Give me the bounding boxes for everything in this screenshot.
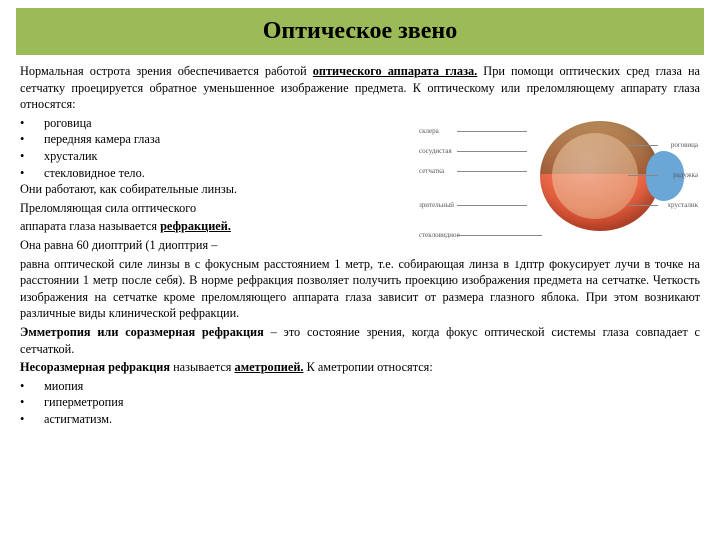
r3b: рефракцией. bbox=[160, 219, 231, 233]
bullet-dot: • bbox=[20, 131, 44, 148]
bullet-2-text: передняя камера глаза bbox=[44, 131, 160, 148]
dlabel-3: сетчатка bbox=[419, 167, 444, 176]
dline bbox=[628, 145, 658, 146]
c2-text: гиперметропия bbox=[44, 394, 124, 411]
eye-diagram: склера сосудистая сетчатка зрительный ст… bbox=[415, 111, 700, 261]
eye-shape bbox=[540, 121, 670, 241]
nes-d: К аметропии относятся: bbox=[304, 360, 433, 374]
slide-content: Нормальная острота зрения обеспечивается… bbox=[0, 63, 720, 427]
top-block: Нормальная острота зрения обеспечивается… bbox=[20, 63, 700, 254]
nes-paragraph: Несоразмерная рефракция называется аметр… bbox=[20, 359, 700, 376]
intro-bold: оптического аппарата глаза. bbox=[313, 64, 477, 78]
dline bbox=[457, 235, 542, 236]
c1-text: миопия bbox=[44, 378, 83, 395]
dlabel-4: роговица bbox=[671, 141, 698, 150]
nes-b: называется bbox=[170, 360, 235, 374]
bullet-c1: •миопия bbox=[20, 378, 700, 395]
nes-c: аметропией. bbox=[235, 360, 304, 374]
dline bbox=[457, 171, 527, 172]
slide-title: Оптическое звено bbox=[263, 18, 458, 44]
bullet-dot: • bbox=[20, 115, 44, 132]
bullet-3-text: хрусталик bbox=[44, 148, 98, 165]
bullet-4-text: стекловидное тело. bbox=[44, 165, 145, 182]
bullet-dot: • bbox=[20, 378, 44, 395]
bullet-c3: •астигматизм. bbox=[20, 411, 700, 428]
dlabel-5: радужка bbox=[673, 171, 698, 180]
intro-paragraph: Нормальная острота зрения обеспечивается… bbox=[20, 63, 700, 113]
intro-text: Нормальная острота зрения обеспечивается… bbox=[20, 64, 313, 78]
dline bbox=[628, 175, 658, 176]
bullet-dot: • bbox=[20, 411, 44, 428]
dlabel-2: сосудистая bbox=[419, 147, 452, 156]
emm-bold: Эмметропия или соразмерная рефракция bbox=[20, 325, 264, 339]
eye-ball bbox=[540, 121, 660, 231]
c3-text: астигматизм. bbox=[44, 411, 112, 428]
dlabel-7: зрительный bbox=[419, 201, 454, 210]
dlabel-1: склера bbox=[419, 127, 439, 136]
bullet-c2: •гиперметропия bbox=[20, 394, 700, 411]
eye-inner bbox=[552, 133, 638, 219]
dline bbox=[628, 205, 658, 206]
after-paragraph: равна оптической силе линзы в с фокусным… bbox=[20, 256, 700, 322]
dline bbox=[457, 205, 527, 206]
bullet-dot: • bbox=[20, 148, 44, 165]
dline bbox=[457, 131, 527, 132]
dlabel-8: стекловидное bbox=[419, 231, 460, 240]
emm-paragraph: Эмметропия или соразмерная рефракция – э… bbox=[20, 324, 700, 357]
bullet-1-text: роговица bbox=[44, 115, 92, 132]
nes-a: Несоразмерная рефракция bbox=[20, 360, 170, 374]
slide-header: Оптическое звено bbox=[16, 8, 704, 55]
bullet-dot: • bbox=[20, 165, 44, 182]
dlabel-6: хрусталик bbox=[668, 201, 698, 210]
bullet-dot: • bbox=[20, 394, 44, 411]
r3a: аппарата глаза называется bbox=[20, 219, 160, 233]
dline bbox=[457, 151, 527, 152]
